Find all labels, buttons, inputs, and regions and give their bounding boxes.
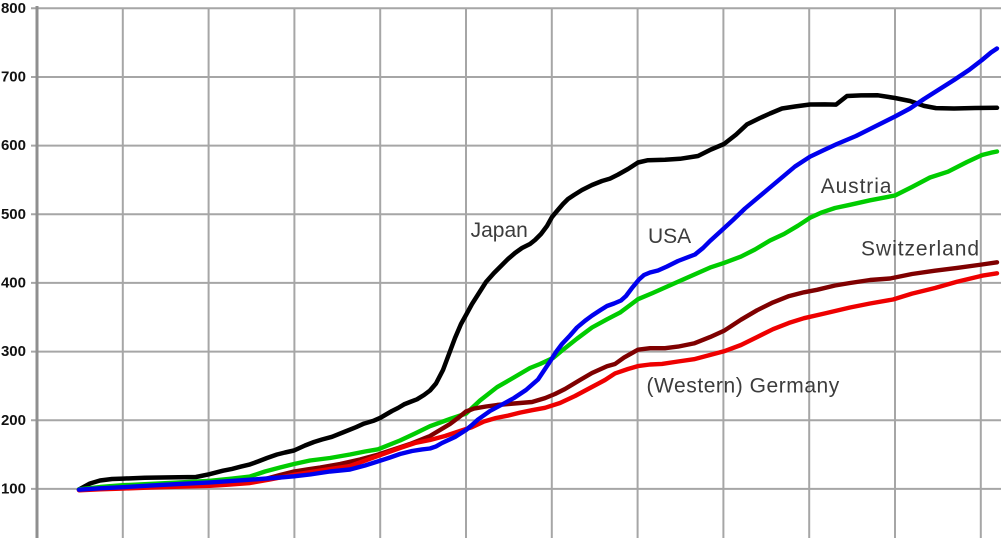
svg-text:Austria: Austria xyxy=(821,175,893,198)
svg-text:(Western) Germany: (Western) Germany xyxy=(647,375,840,398)
svg-text:700: 700 xyxy=(1,69,26,86)
svg-text:Japan: Japan xyxy=(471,219,528,242)
svg-text:200: 200 xyxy=(1,412,26,429)
svg-text:400: 400 xyxy=(1,275,26,292)
svg-text:600: 600 xyxy=(1,137,26,154)
svg-text:500: 500 xyxy=(1,206,26,223)
svg-text:USA: USA xyxy=(648,225,691,248)
svg-text:100: 100 xyxy=(1,481,26,498)
svg-text:Switzerland: Switzerland xyxy=(861,238,980,261)
svg-text:300: 300 xyxy=(1,343,26,360)
svg-text:800: 800 xyxy=(1,0,26,17)
